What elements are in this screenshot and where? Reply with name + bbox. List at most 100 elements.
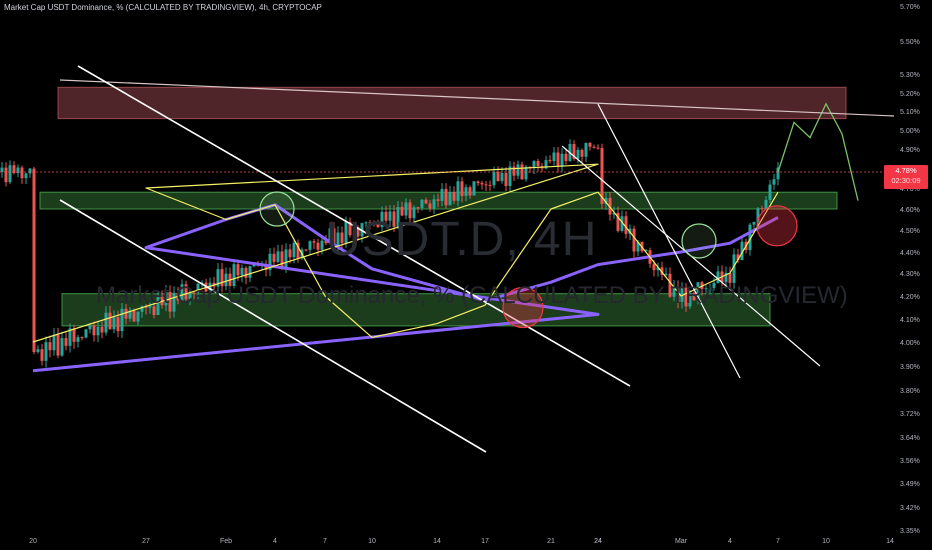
- time-tick-label: 4: [273, 538, 277, 545]
- candle-body: [452, 192, 456, 201]
- candle-body: [376, 224, 380, 228]
- candle-body: [548, 160, 552, 162]
- candle-body: [456, 181, 460, 201]
- symbol-watermark: USDT.D, 4H: [326, 213, 598, 266]
- price-tick-label: 4.20%: [900, 294, 920, 301]
- candle-body: [484, 184, 488, 186]
- candle-body: [32, 168, 36, 353]
- candle-body: [616, 212, 620, 231]
- candle-body: [696, 282, 700, 301]
- candle-body: [384, 211, 388, 221]
- candle-body: [672, 286, 676, 297]
- candle-body: [380, 211, 384, 228]
- candle-body: [388, 211, 392, 221]
- trendline: [59, 199, 487, 453]
- candle-body: [296, 242, 300, 259]
- candle-body: [172, 292, 176, 312]
- candle-body: [96, 326, 100, 336]
- candle-body: [220, 269, 224, 287]
- candle-body: [628, 228, 632, 234]
- candle-body: [132, 310, 136, 322]
- candle-body: [316, 242, 320, 250]
- price-tick-label: 4.70%: [900, 186, 920, 193]
- candle-body: [664, 273, 668, 275]
- last-price-badge[interactable]: 4.78% 02:30:09: [884, 165, 928, 189]
- candle-body: [600, 147, 604, 204]
- candle-body: [468, 187, 472, 196]
- candle-body: [488, 184, 492, 186]
- candle-body: [508, 166, 512, 187]
- candle-body: [4, 167, 8, 183]
- price-tick-label: 4.90%: [900, 147, 920, 154]
- candle-body: [192, 292, 196, 294]
- candle-body: [592, 146, 596, 148]
- candle-body: [436, 199, 440, 201]
- time-tick-label: 21: [547, 538, 555, 545]
- candle-body: [496, 171, 500, 182]
- candle-body: [772, 179, 776, 185]
- candle-body: [440, 188, 444, 201]
- price-tick-label: 5.50%: [900, 39, 920, 46]
- candle-body: [60, 338, 64, 356]
- time-tick-label: 27: [142, 538, 150, 545]
- candle-body: [564, 153, 568, 161]
- candle-body: [128, 310, 132, 319]
- candle-body: [72, 328, 76, 342]
- price-tick-label: 3.72%: [900, 411, 920, 418]
- candle-body: [644, 250, 648, 252]
- price-tick-label: 5.70%: [900, 4, 920, 11]
- candle-body: [232, 264, 236, 286]
- candle-body: [164, 292, 168, 306]
- candle-body: [244, 267, 248, 278]
- candle-body: [632, 228, 636, 252]
- candle-body: [764, 199, 768, 210]
- candle-body: [268, 253, 272, 270]
- candle-body: [560, 153, 564, 167]
- trendline: [597, 103, 741, 379]
- candle-body: [240, 267, 244, 276]
- candle-body: [264, 264, 268, 270]
- candle-body: [100, 326, 104, 333]
- candle-body: [472, 181, 476, 196]
- price-tick-label: 4.30%: [900, 271, 920, 278]
- time-tick-label: 7: [776, 538, 780, 545]
- candle-body: [364, 222, 368, 224]
- candle-body: [420, 199, 424, 208]
- candle-body: [432, 199, 436, 209]
- time-tick-label: 10: [822, 538, 830, 545]
- candle-body: [504, 173, 508, 187]
- candle-body: [332, 228, 336, 246]
- candle-body: [612, 212, 616, 215]
- candle-body: [660, 267, 664, 275]
- red-highlight-circle: [502, 286, 544, 329]
- candle-body: [340, 232, 344, 243]
- candle-body: [668, 273, 672, 297]
- candle-body: [284, 249, 288, 269]
- candle-body: [704, 288, 708, 290]
- trendline: [59, 79, 895, 117]
- candle-body: [368, 222, 372, 224]
- candle-body: [356, 227, 360, 237]
- fast-moving-average-line: [32, 163, 779, 343]
- candle-body: [156, 296, 160, 316]
- candle-body: [76, 337, 80, 342]
- candle-body: [736, 254, 740, 261]
- candle-body: [572, 144, 576, 159]
- candle-body: [312, 241, 316, 243]
- candle-body: [716, 271, 720, 283]
- candle-body: [688, 293, 692, 307]
- candle-body: [512, 166, 516, 176]
- candle-body: [576, 149, 580, 159]
- candle-body: [352, 227, 356, 236]
- candle-body: [328, 228, 332, 244]
- candle-body: [748, 224, 752, 250]
- candle-body: [124, 308, 128, 319]
- candle-body: [348, 221, 352, 236]
- candle-body: [768, 184, 772, 200]
- price-axis[interactable]: 5.70%5.50%5.30%5.20%5.10%5.00%4.90%4.80%…: [900, 4, 920, 550]
- candle-body: [52, 334, 56, 351]
- description-watermark: Market Cap USDT Dominance, % (CALCULATED…: [96, 282, 848, 309]
- candle-body: [344, 221, 348, 243]
